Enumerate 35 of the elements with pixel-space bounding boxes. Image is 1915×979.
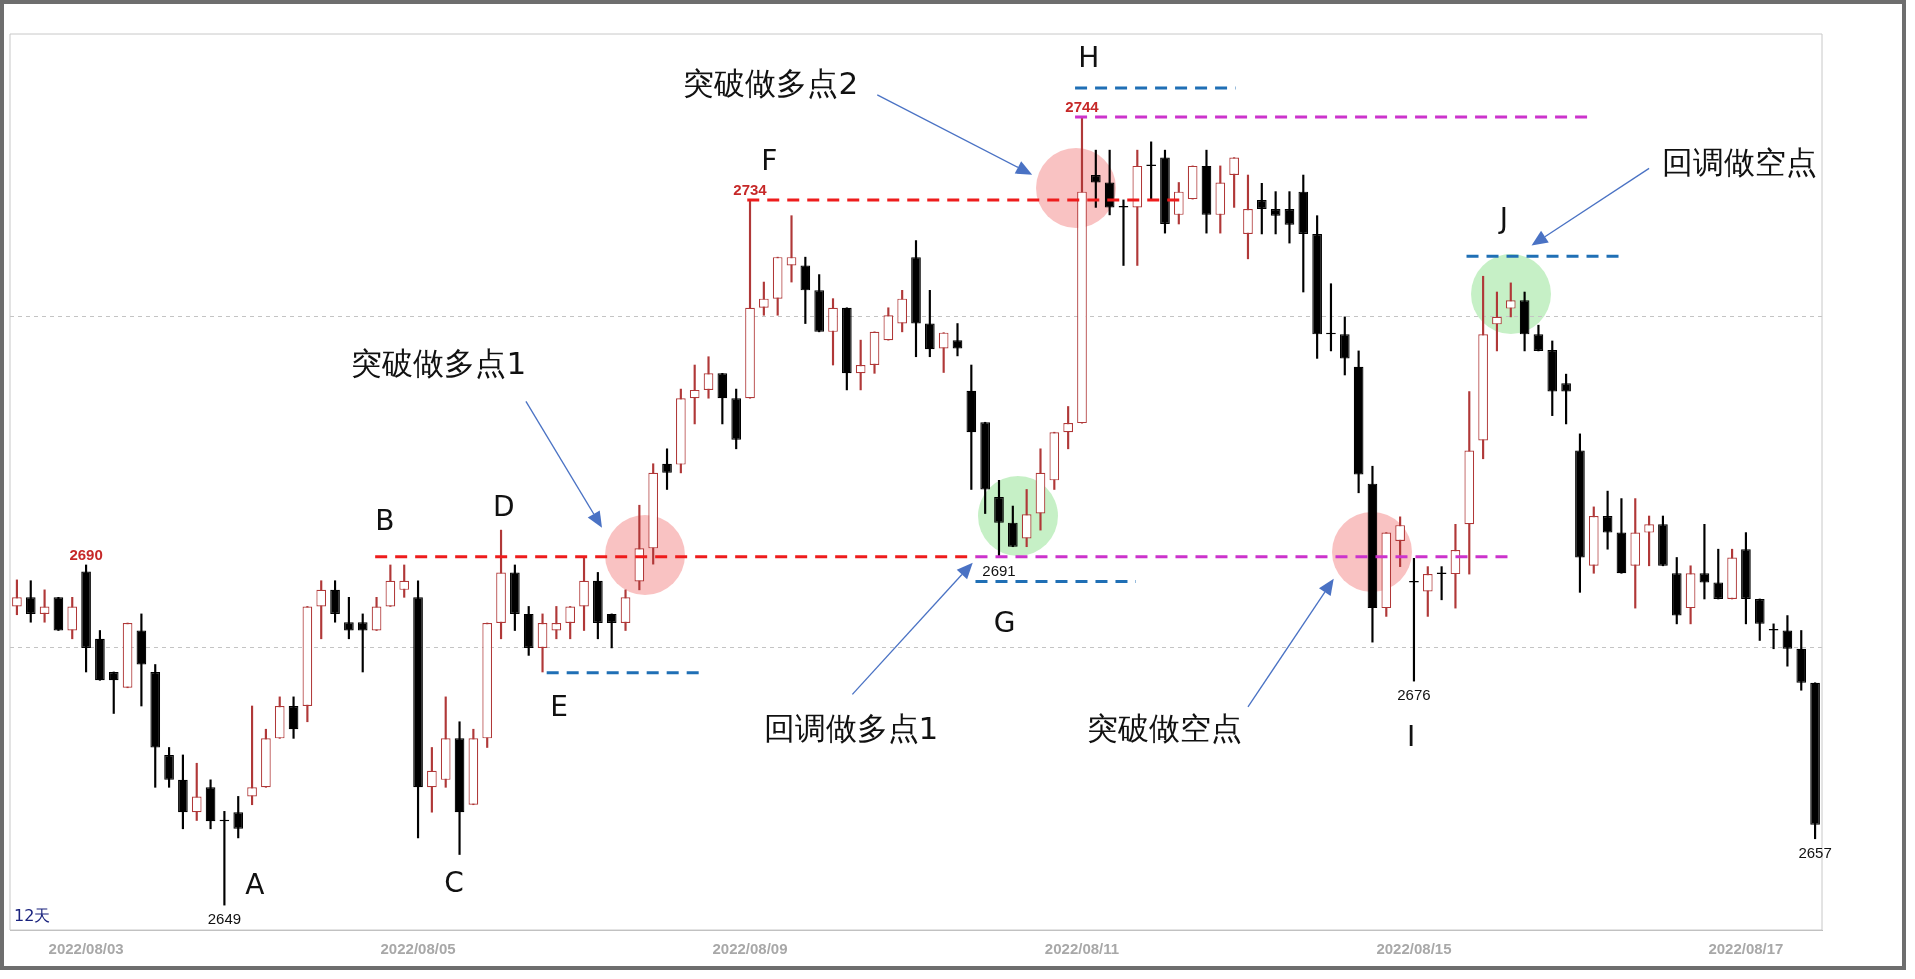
annotation: 2690 xyxy=(69,545,103,563)
annotation: 突破做多点2 xyxy=(683,64,859,101)
x-tick-label: 2022/08/15 xyxy=(1376,940,1452,958)
annotation: 回调做空点 xyxy=(1661,143,1817,180)
candlestick xyxy=(952,323,963,357)
annotation: 2649 xyxy=(207,909,242,927)
candlestick xyxy=(1284,191,1295,244)
annotation: H xyxy=(1078,41,1100,75)
candlestick xyxy=(1699,523,1710,600)
annotation: 2657 xyxy=(1798,843,1832,861)
annotation: J xyxy=(1499,201,1508,235)
annotation: 回调做多点1 xyxy=(763,709,939,745)
x-tick-label: 2022/08/11 xyxy=(1044,940,1120,958)
annotation: I xyxy=(1407,720,1416,754)
x-tick-label: 2022/08/09 xyxy=(712,940,788,958)
x-tick-label: 2022/08/17 xyxy=(1708,940,1784,958)
candlestick xyxy=(1450,523,1461,609)
annotation: 2691 xyxy=(982,561,1016,579)
annotation: E xyxy=(550,689,568,723)
candlestick xyxy=(786,215,797,283)
annotation: C xyxy=(444,865,464,899)
annotation: D xyxy=(493,490,515,524)
annotation: F xyxy=(761,144,778,178)
candlestick xyxy=(1782,615,1793,667)
x-tick-label: 2022/08/05 xyxy=(380,940,456,958)
annotation: 2734 xyxy=(733,180,767,198)
annotation: 2676 xyxy=(1397,685,1431,703)
annotation: 12天 xyxy=(13,905,51,925)
annotation: G xyxy=(993,605,1016,639)
annotation: 2744 xyxy=(1065,97,1099,115)
x-tick-label: 2022/08/03 xyxy=(48,940,124,958)
annotation: B xyxy=(375,504,395,538)
annotation: 突破做空点 xyxy=(1087,709,1243,745)
annotation: 突破做多点1 xyxy=(351,344,527,381)
annotation: A xyxy=(245,868,265,902)
